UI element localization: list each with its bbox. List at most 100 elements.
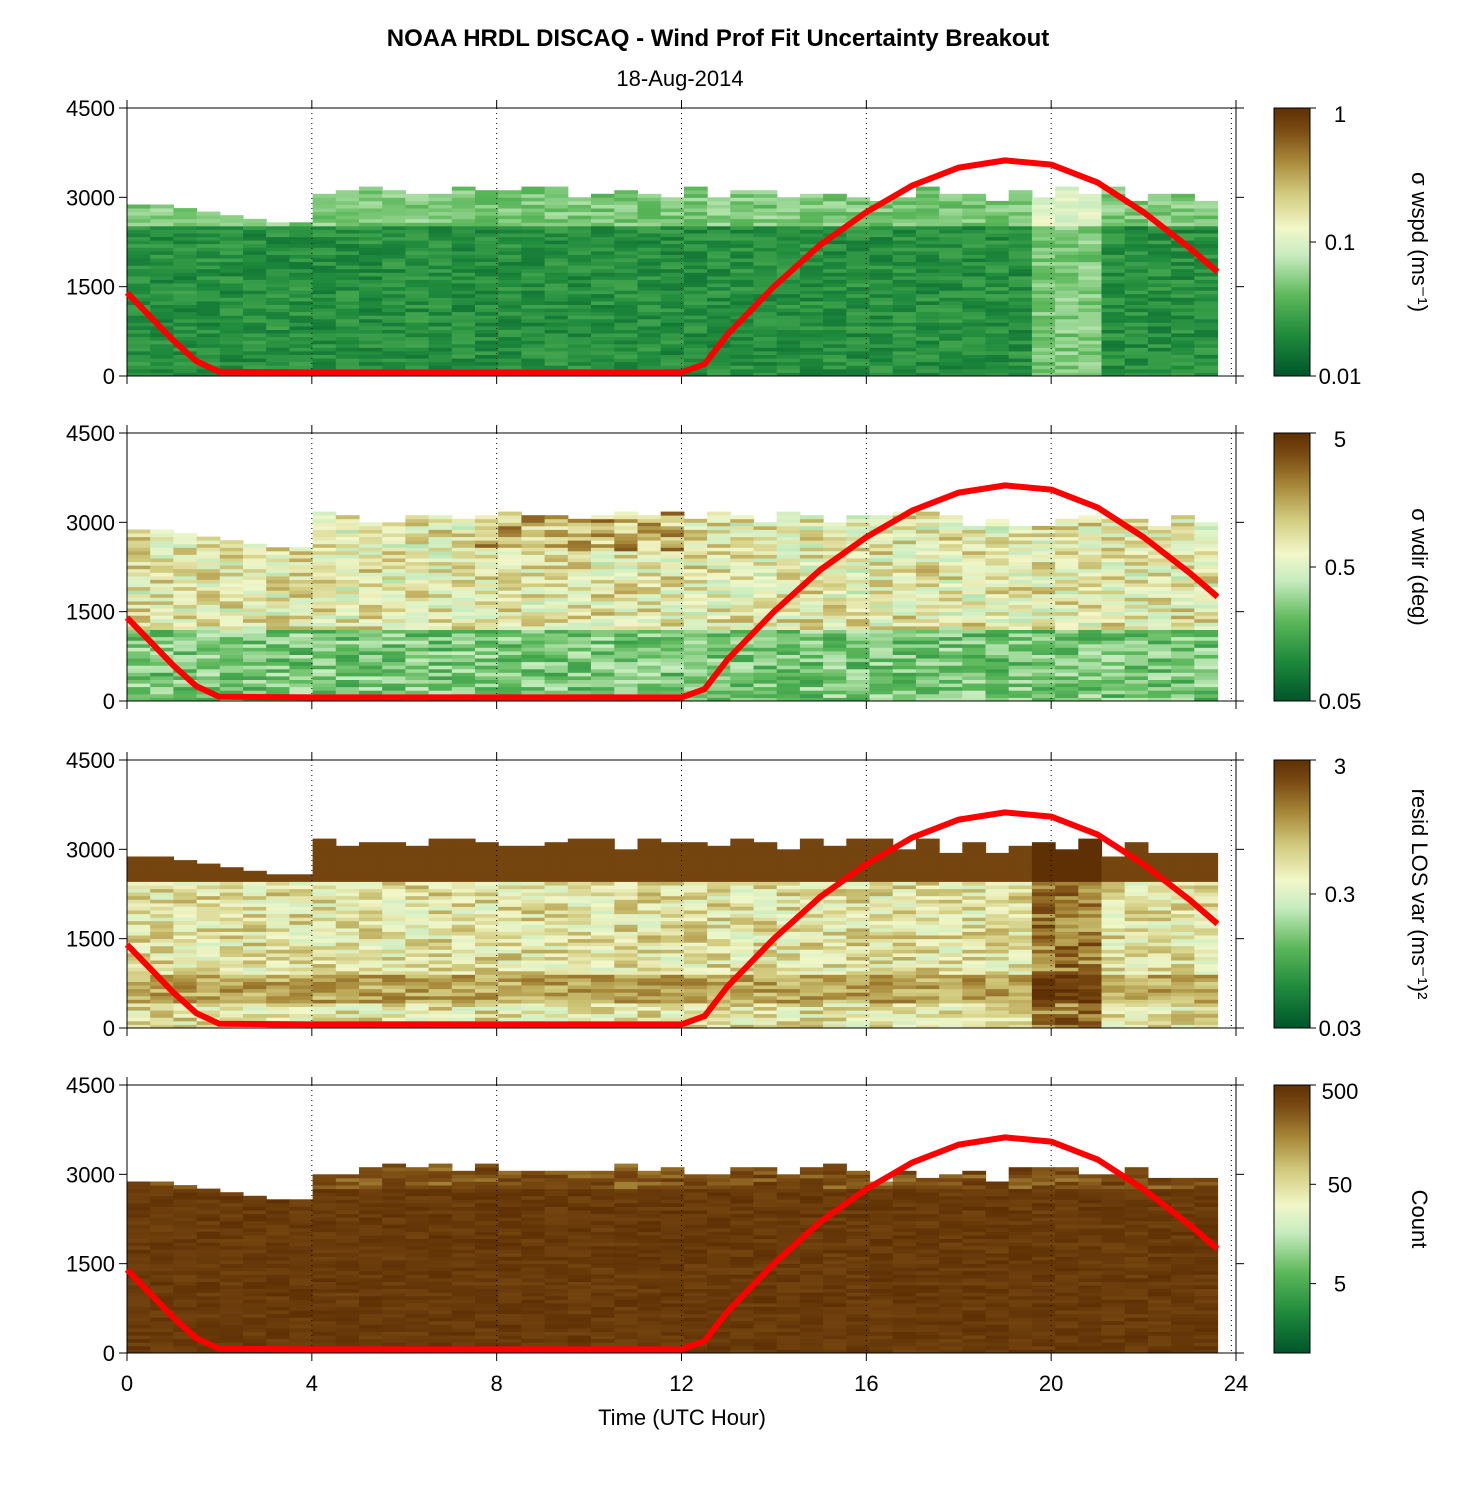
heatmap-cell xyxy=(405,340,430,345)
heatmap-cell xyxy=(962,590,987,595)
heatmap-cell xyxy=(243,243,267,248)
heatmap-cell xyxy=(359,672,383,677)
heatmap-cell xyxy=(405,233,430,238)
heatmap-cell xyxy=(683,565,708,570)
heatmap-cell xyxy=(150,586,174,591)
heatmap-cell xyxy=(962,543,987,548)
heatmap-cell xyxy=(567,529,592,534)
heatmap-cell xyxy=(219,658,244,663)
heatmap-cell xyxy=(382,525,406,530)
heatmap-cell xyxy=(521,622,546,627)
heatmap-cell xyxy=(846,304,871,309)
heatmap-cell xyxy=(521,322,546,327)
heatmap-cell xyxy=(823,222,847,227)
heatmap-cell xyxy=(1124,286,1149,291)
heatmap-cell xyxy=(150,358,174,363)
heatmap-cell xyxy=(892,351,917,355)
heatmap-cell xyxy=(1171,543,1195,548)
heatmap-cell xyxy=(1031,329,1056,334)
heatmap-cell xyxy=(1008,340,1033,345)
heatmap-cell xyxy=(1147,583,1172,588)
heatmap-cell xyxy=(614,193,639,198)
heatmap-cell xyxy=(150,995,174,1000)
heatmap-cell xyxy=(591,340,615,345)
heatmap-cell xyxy=(544,586,569,591)
heatmap-cell xyxy=(637,218,662,223)
heatmap-cell xyxy=(776,643,801,648)
heatmap-cell xyxy=(127,658,151,663)
heatmap-cell xyxy=(150,1003,174,1007)
heatmap-cell xyxy=(915,554,940,559)
heatmap-cell xyxy=(985,268,1010,273)
heatmap-cell xyxy=(567,561,592,566)
heatmap-cell xyxy=(962,247,987,252)
heatmap-cell xyxy=(359,326,383,330)
heatmap-cell xyxy=(823,654,847,659)
heatmap-cell xyxy=(335,629,360,634)
heatmap-cell xyxy=(637,593,662,598)
heatmap-cell xyxy=(1055,258,1079,263)
heatmap-cell xyxy=(637,525,662,530)
heatmap-cell xyxy=(196,554,221,559)
heatmap-cell xyxy=(869,290,894,295)
heatmap-cell xyxy=(150,243,174,248)
heatmap-cell xyxy=(150,949,174,954)
heatmap-cell xyxy=(1055,211,1079,216)
heatmap-cell xyxy=(1124,547,1149,552)
heatmap-cell xyxy=(335,540,360,545)
heatmap-cell xyxy=(753,326,778,330)
heatmap-cell xyxy=(730,583,755,588)
heatmap-cell xyxy=(312,351,337,355)
heatmap-cell xyxy=(451,550,476,555)
heatmap-cell xyxy=(196,1003,221,1007)
heatmap-cell xyxy=(1147,672,1172,677)
heatmap-cell xyxy=(150,225,174,230)
heatmap-cell xyxy=(799,233,824,238)
heatmap-cell xyxy=(382,568,406,573)
heatmap-cell xyxy=(823,304,847,309)
heatmap-cell xyxy=(173,318,198,323)
heatmap-cell xyxy=(382,668,406,673)
heatmap-cell xyxy=(869,658,894,663)
heatmap-cell xyxy=(799,686,824,691)
heatmap-cell xyxy=(962,297,987,302)
heatmap-cell xyxy=(405,358,430,363)
heatmap-cell xyxy=(939,343,963,348)
heatmap-cell xyxy=(312,547,337,552)
heatmap-cell xyxy=(289,315,314,320)
heatmap-cell xyxy=(567,518,592,523)
heatmap-cell xyxy=(498,543,522,548)
heatmap-cell xyxy=(498,268,522,273)
heatmap-cell xyxy=(1147,651,1172,655)
heatmap-cell xyxy=(753,222,778,227)
heatmap-cell xyxy=(799,222,824,227)
heatmap-cell xyxy=(707,540,731,545)
heatmap-cell xyxy=(1194,668,1219,673)
heatmap-cell xyxy=(799,583,824,588)
heatmap-cell xyxy=(1078,529,1103,534)
colorbar-tick-label: 0.5 xyxy=(1325,555,1356,580)
heatmap-cell xyxy=(707,200,731,205)
heatmap-cell xyxy=(1171,668,1195,673)
heatmap-cell xyxy=(173,265,198,270)
heatmap-cell xyxy=(475,575,499,580)
heatmap-cell xyxy=(266,243,290,248)
heatmap-cell xyxy=(289,308,314,313)
heatmap-cell xyxy=(939,522,963,527)
heatmap-cell xyxy=(289,361,314,366)
heatmap-cell xyxy=(683,665,708,670)
heatmap-cell xyxy=(660,258,685,263)
heatmap-cell xyxy=(335,301,360,305)
heatmap-cell xyxy=(892,240,917,245)
heatmap-cell xyxy=(1124,293,1149,298)
heatmap-cell xyxy=(985,340,1010,345)
heatmap-cell xyxy=(335,604,360,609)
heatmap-cell xyxy=(451,575,476,580)
heatmap-cell xyxy=(475,229,499,234)
heatmap-cell xyxy=(1147,543,1172,548)
heatmap-cell xyxy=(591,651,615,655)
heatmap-cell xyxy=(219,222,244,227)
heatmap-cell xyxy=(1124,240,1149,245)
heatmap-cell xyxy=(637,640,662,645)
heatmap-cell xyxy=(637,604,662,609)
